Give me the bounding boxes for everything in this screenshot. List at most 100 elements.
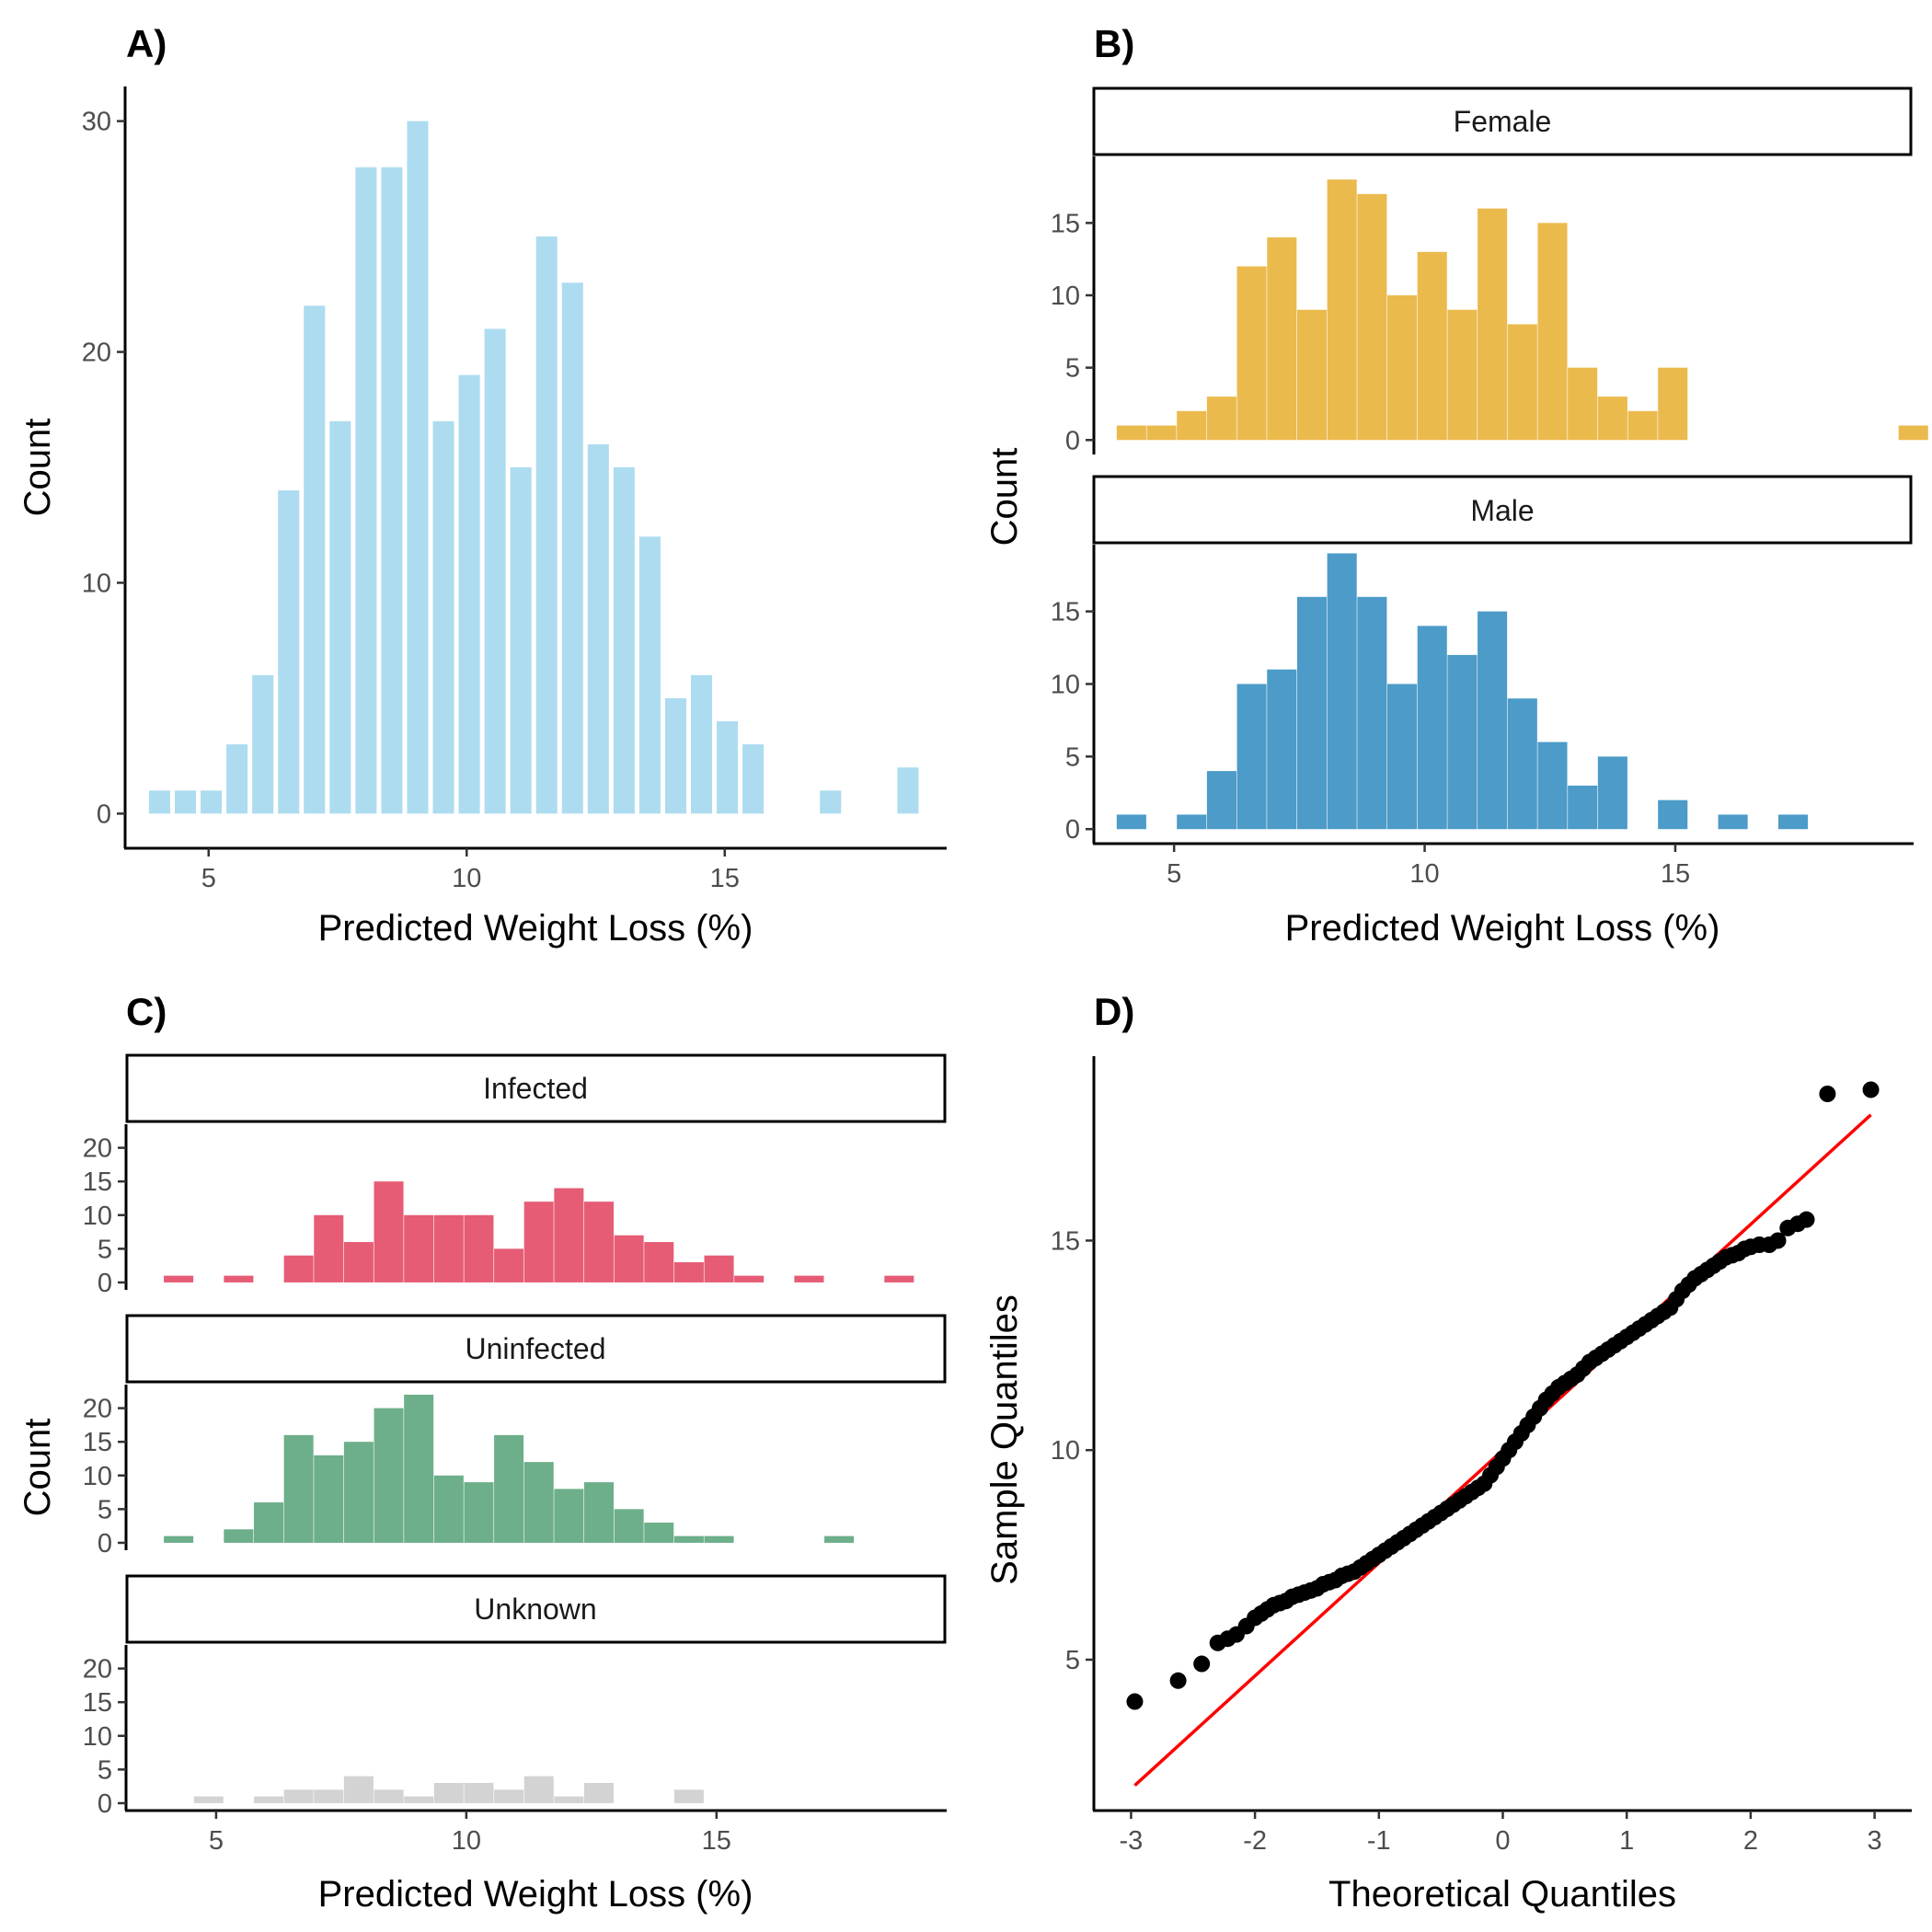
panel-a-bar: [174, 790, 197, 814]
panel-b-female-y-tick-label: 0: [1065, 426, 1080, 455]
panel-a-bar: [613, 467, 635, 814]
panel-d-x-tick-label: -2: [1243, 1826, 1267, 1856]
panel-b-female-bar: [1537, 223, 1568, 441]
panel-d-x-title: Theoretical Quantiles: [1328, 1874, 1676, 1915]
panel-d-y-tick-label: 5: [1065, 1646, 1080, 1675]
panel-c-unknown-bar: [433, 1783, 464, 1803]
strip-unknown-box: [125, 1574, 947, 1644]
panel-c-infected-bar: [433, 1214, 464, 1282]
panel-b-male-bar: [1568, 785, 1598, 830]
panel-c-infected-bar: [374, 1181, 404, 1282]
panel-d-x-tick-label: 3: [1868, 1826, 1882, 1856]
panel-b-male-axes: 0 5 10 15 5 10 15: [1051, 598, 1690, 889]
panel-c-uninfected-bar: [704, 1535, 734, 1543]
panel-b-female-y-tick-label: 10: [1051, 282, 1080, 311]
panel-b-female-axes: 0 5 10 15: [1051, 209, 1094, 455]
panel-b-male-bar: [1658, 799, 1688, 830]
panel-a-bar: [690, 674, 713, 814]
panel-a-bar: [226, 744, 248, 814]
panel-b-male-bar: [1296, 596, 1328, 830]
panel-c-infected-bar: [404, 1214, 434, 1282]
panel-c-unknown-bar: [673, 1789, 704, 1803]
strip-infected-box: [125, 1053, 947, 1123]
panel-a-bar: [278, 490, 300, 814]
panel-b-male-bar: [1507, 698, 1537, 830]
panel-b-label: B): [1094, 22, 1134, 65]
panel-a-bar: [742, 744, 765, 814]
panel-b-female-bar: [1236, 266, 1267, 441]
panel-c-uninfected-bar: [374, 1408, 404, 1543]
panel-b-female-bar: [1898, 425, 1928, 441]
strip-male-label: Male: [1470, 494, 1534, 527]
panel-c-unknown-y-tick-label: 15: [83, 1688, 112, 1718]
panel-d-y-title: Sample Quantiles: [984, 1294, 1025, 1585]
panel-b-female-bar: [1386, 294, 1418, 441]
panel-c-infected-bar: [614, 1235, 644, 1282]
panel-c-infected-bar: [734, 1275, 765, 1282]
panel-c-unknown-bar: [193, 1796, 224, 1803]
panel-c-unknown-bar: [464, 1783, 494, 1803]
panel-c-unknown-bar: [283, 1789, 314, 1803]
panel-c-uninfected-bar: [343, 1442, 374, 1543]
panel-c-infected-y-tick-label: 10: [83, 1202, 112, 1231]
panel-c-infected-y-tick-label: 5: [98, 1235, 112, 1264]
panel-c-uninfected-axes: 0 5 10 15 20: [83, 1395, 126, 1558]
panel-c-infected-bar: [343, 1242, 374, 1282]
panel-c-infected-bar: [644, 1242, 674, 1282]
panel-c-uninfected-bar: [523, 1462, 554, 1543]
panel-b-x-tick-label: 10: [1409, 859, 1439, 889]
panel-b-male-y-tick-label: 0: [1065, 815, 1080, 845]
panel-b-female-bar: [1568, 367, 1598, 441]
panel-b-male-bars: [1116, 553, 1809, 830]
panel-a-bar: [561, 282, 583, 814]
panel-b-female-y-tick-label: 5: [1065, 354, 1080, 384]
panel-c-infected-y-tick-label: 15: [83, 1167, 112, 1197]
panel-a: A) 0 10 20 30 5 10 15 Predicted Weight Loss (%…: [17, 22, 947, 949]
panel-c-infected-bar: [283, 1255, 314, 1282]
panel-a-axes: 0 10 20 30 5 10 15: [82, 108, 740, 893]
strip-uninfected-label: Uninfected: [466, 1332, 606, 1365]
panel-a-bar: [484, 328, 506, 814]
panel-c-unknown-y-tick-label: 0: [98, 1789, 112, 1819]
panel-b-female-bar: [1267, 237, 1297, 441]
panel-a-y-tick-label: 20: [82, 339, 111, 368]
panel-d-x-tick-label: 2: [1743, 1826, 1758, 1856]
panel-a-bar: [355, 167, 377, 814]
panel-b-female-bar: [1478, 208, 1508, 441]
panel-b-male-bar: [1116, 814, 1146, 830]
panel-b-female-bar: [1417, 251, 1447, 441]
panel-c-unknown-y-tick-label: 10: [83, 1722, 112, 1752]
panel-b-male-bar: [1236, 684, 1267, 830]
panel-b-male-y-tick-label: 10: [1051, 670, 1080, 699]
panel-c-infected-bar: [523, 1202, 554, 1282]
panel-c-uninfected-bar: [583, 1482, 615, 1543]
panel-c-unknown-bar: [404, 1796, 434, 1803]
panel-b-female-bar: [1658, 367, 1688, 441]
panel-c-uninfected-bar: [253, 1502, 284, 1543]
panel-a-bar: [381, 167, 403, 814]
panel-c-uninfected-bar: [614, 1509, 644, 1543]
panel-c-uninfected-bar: [494, 1434, 524, 1543]
panel-c-infected-bar: [224, 1275, 254, 1282]
panel-c-infected-bars: [164, 1181, 914, 1282]
panel-a-x-tick-label: 15: [710, 864, 740, 893]
panel-c-unknown-bar: [314, 1789, 344, 1803]
panel-d-axes: 5 10 15 -3 -2 -1 0 1 2 3: [1051, 1226, 1882, 1856]
panel-a-y-title: Count: [17, 419, 58, 517]
panel-c-uninfected-bars: [164, 1394, 855, 1543]
panel-c-infected-bar: [314, 1214, 344, 1282]
panel-c-x-tick-label: 5: [209, 1826, 224, 1856]
panel-a-y-tick-label: 30: [82, 108, 111, 137]
strip-unknown-label: Unknown: [474, 1593, 596, 1626]
panel-c-infected-bar: [164, 1275, 194, 1282]
panel-d-point: [1169, 1672, 1187, 1689]
panel-c-infected-bar: [494, 1248, 524, 1282]
panel-a-y-tick-label: 0: [97, 799, 111, 829]
panel-a-bar: [897, 767, 919, 814]
panel-a-label: A): [126, 22, 167, 65]
panel-c-unknown-bars: [193, 1776, 704, 1803]
panel-a-x-title: Predicted Weight Loss (%): [318, 908, 753, 949]
panel-c-uninfected-bar: [433, 1475, 464, 1543]
panel-a-bar: [587, 443, 609, 814]
